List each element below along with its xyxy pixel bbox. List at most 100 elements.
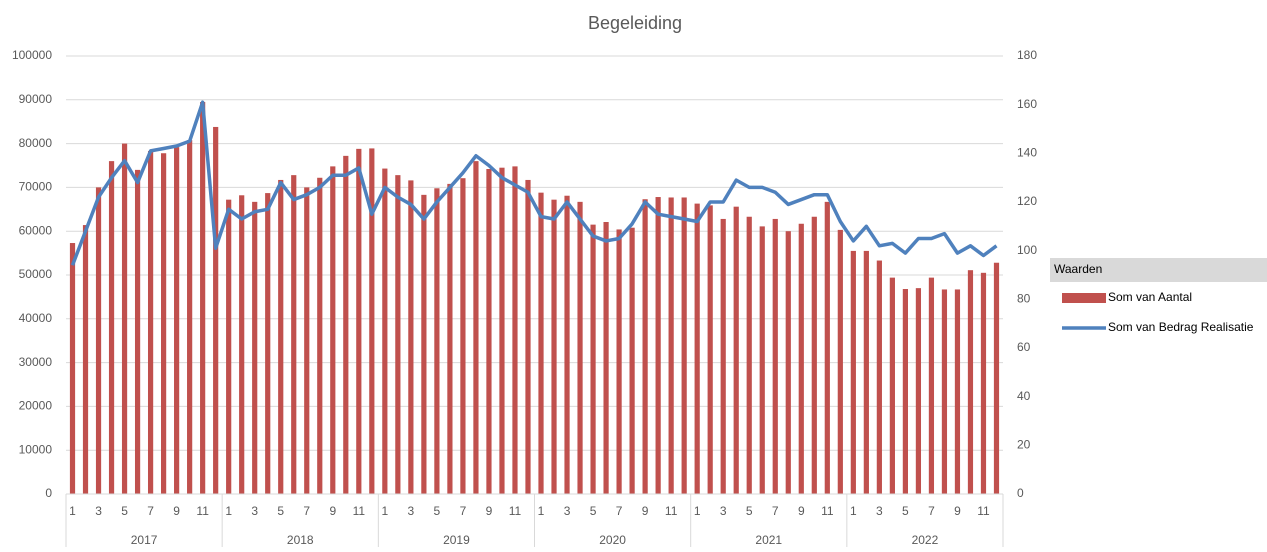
bar (434, 188, 440, 494)
bar (69, 243, 76, 494)
bar (382, 168, 388, 495)
bar (95, 187, 102, 494)
x-tick-label: 11 (196, 504, 209, 518)
x-tick-label: 1 (69, 504, 76, 518)
bar (265, 193, 271, 494)
bar (967, 270, 974, 494)
bar (525, 179, 531, 495)
bar (707, 205, 713, 494)
x-tick-label: 7 (772, 504, 779, 518)
y-tick-label: 90000 (19, 92, 53, 106)
bar (278, 179, 284, 495)
bar (824, 201, 830, 494)
x-tick-label: 1 (850, 504, 857, 518)
x-tick-label: 9 (954, 504, 961, 518)
bar (291, 175, 297, 495)
bar (785, 231, 791, 494)
group-label: 2020 (599, 533, 626, 547)
bar (941, 289, 948, 494)
bar (668, 197, 674, 494)
bar (121, 143, 128, 494)
x-tick-label: 3 (720, 504, 727, 518)
bar (720, 218, 726, 494)
bar (603, 222, 609, 494)
y2-tick-label: 140 (1017, 146, 1037, 160)
y2-tick-label: 40 (1017, 389, 1031, 403)
x-tick-label: 3 (95, 504, 102, 518)
bar (811, 216, 817, 494)
line (70, 100, 998, 266)
x-tick-label: 9 (173, 504, 180, 518)
x-tick-label: 7 (928, 504, 935, 518)
y2-tick-label: 20 (1017, 438, 1031, 452)
bar (681, 197, 687, 494)
bar (213, 126, 219, 495)
bar (460, 178, 466, 494)
x-tick-label: 3 (408, 504, 415, 518)
y2-tick-label: 80 (1017, 292, 1031, 306)
y-tick-label: 80000 (19, 136, 53, 150)
group-label: 2019 (443, 533, 470, 547)
x-tick-label: 9 (798, 504, 805, 518)
y-tick-label: 10000 (19, 442, 53, 456)
bar (408, 180, 414, 494)
y-tick-label: 70000 (19, 180, 53, 194)
bar (486, 169, 492, 494)
bar (551, 199, 557, 494)
x-tick-label: 5 (590, 504, 597, 518)
x-tick-label: 11 (509, 504, 522, 518)
y-tick-label: 30000 (19, 355, 53, 369)
group-label: 2018 (287, 533, 314, 547)
bar (564, 195, 570, 495)
y-tick-label: 60000 (19, 223, 53, 237)
x-tick-label: 1 (538, 504, 545, 518)
bar (134, 169, 141, 494)
bar (889, 277, 895, 494)
x-tick-label: 3 (251, 504, 258, 518)
x-tick-label: 11 (977, 504, 990, 518)
bar (473, 161, 479, 494)
bar (239, 195, 245, 494)
legend-title: Waarden (1054, 262, 1102, 276)
bar (499, 167, 505, 494)
bar (655, 197, 661, 494)
x-tick-label: 7 (460, 504, 467, 518)
x-tick-label: 5 (746, 504, 753, 518)
bar (317, 177, 323, 494)
bar (616, 229, 622, 494)
bar (421, 194, 427, 494)
x-tick-label: 9 (329, 504, 336, 518)
bar (147, 151, 154, 494)
bar (577, 201, 583, 494)
bar (837, 229, 843, 495)
x-tick-label: 5 (121, 504, 128, 518)
bar (915, 288, 922, 494)
y-tick-label: 100000 (12, 48, 52, 62)
y-tick-label: 40000 (19, 311, 53, 325)
bar (863, 250, 869, 494)
group-label: 2021 (755, 533, 782, 547)
bar (82, 225, 89, 494)
legend-header (1050, 258, 1267, 282)
legend-label: Som van Aantal (1108, 290, 1192, 304)
x-tick-label: 7 (147, 504, 154, 518)
bar (694, 203, 700, 494)
bar (226, 199, 232, 494)
bar (772, 218, 778, 494)
bar (876, 260, 882, 494)
x-tick-label: 1 (694, 504, 701, 518)
x-tick-label: 5 (277, 504, 284, 518)
bar (252, 201, 258, 494)
y2-tick-label: 120 (1017, 194, 1037, 208)
y2-tick-label: 60 (1017, 340, 1031, 354)
y2-tick-label: 180 (1017, 48, 1037, 62)
bar (174, 147, 180, 494)
y2-tick-label: 0 (1017, 486, 1024, 500)
x-tick-label: 9 (642, 504, 649, 518)
x-tick-label: 5 (902, 504, 909, 518)
bar (187, 140, 193, 494)
bar (629, 227, 635, 495)
bar (395, 175, 401, 495)
group-label: 2017 (131, 533, 158, 547)
